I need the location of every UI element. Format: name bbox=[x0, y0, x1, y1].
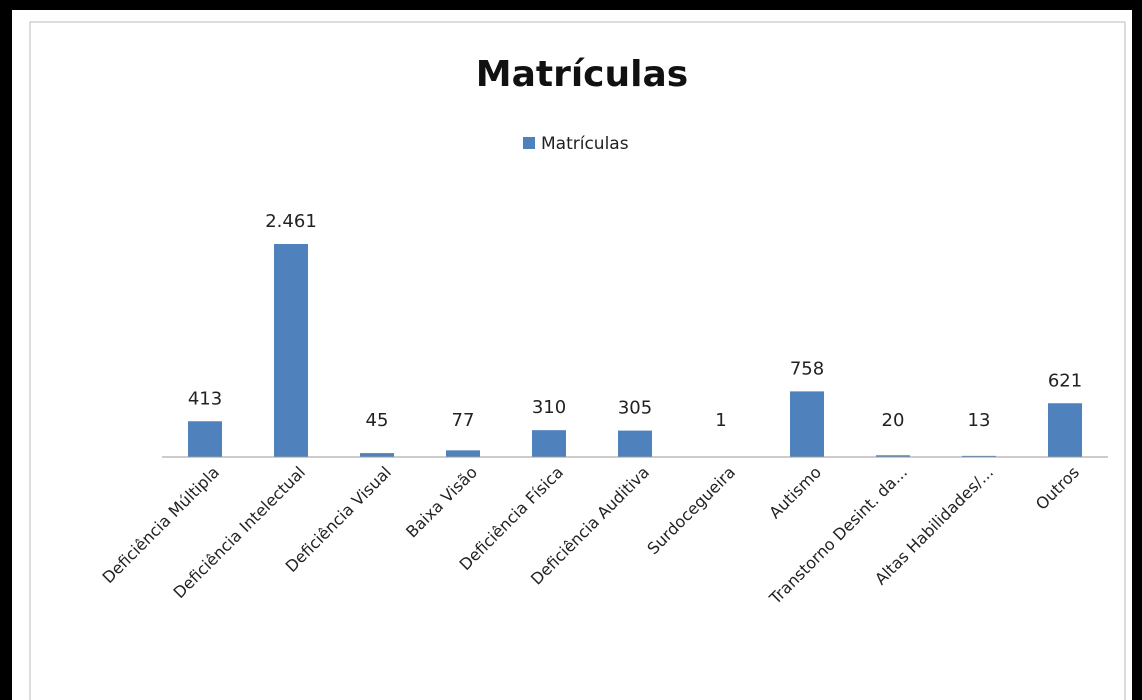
value-label: 20 bbox=[882, 410, 905, 431]
value-label: 45 bbox=[366, 410, 389, 431]
legend-label: Matrículas bbox=[541, 134, 629, 154]
bar bbox=[274, 244, 308, 457]
value-label: 1 bbox=[715, 410, 726, 431]
value-label: 305 bbox=[618, 398, 652, 419]
chart-area bbox=[29, 21, 1126, 700]
value-label: 2.461 bbox=[265, 211, 317, 232]
bar bbox=[188, 421, 222, 457]
value-label: 13 bbox=[968, 410, 991, 431]
bar bbox=[446, 450, 480, 457]
bar bbox=[1048, 403, 1082, 457]
bar bbox=[790, 391, 824, 457]
legend-swatch bbox=[523, 137, 535, 149]
bar bbox=[962, 455, 996, 457]
value-label: 413 bbox=[188, 388, 222, 409]
value-label: 621 bbox=[1048, 370, 1082, 391]
chart-title: Matrículas bbox=[476, 54, 688, 95]
bar bbox=[618, 430, 652, 457]
bar bbox=[360, 453, 394, 457]
value-label: 77 bbox=[452, 410, 475, 431]
bar bbox=[876, 455, 910, 457]
value-label: 310 bbox=[532, 397, 566, 418]
bar bbox=[532, 430, 566, 457]
value-label: 758 bbox=[790, 358, 824, 379]
